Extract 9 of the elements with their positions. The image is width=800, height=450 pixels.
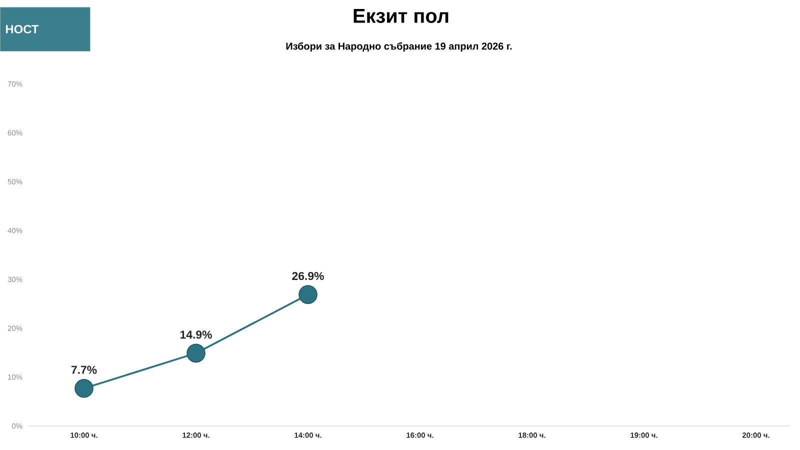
data-label: 7.7% <box>71 366 97 374</box>
point <box>186 344 206 363</box>
chart-subtitle: Избори за Народно събрание 19 април 2026 г. <box>286 42 512 52</box>
point <box>74 378 94 398</box>
data-label: 14.9% <box>180 330 212 339</box>
data-label: 26.9% <box>292 272 324 280</box>
chart-title: Екзит пол <box>354 9 448 23</box>
text: НОСТ <box>6 24 39 34</box>
point <box>298 285 318 304</box>
